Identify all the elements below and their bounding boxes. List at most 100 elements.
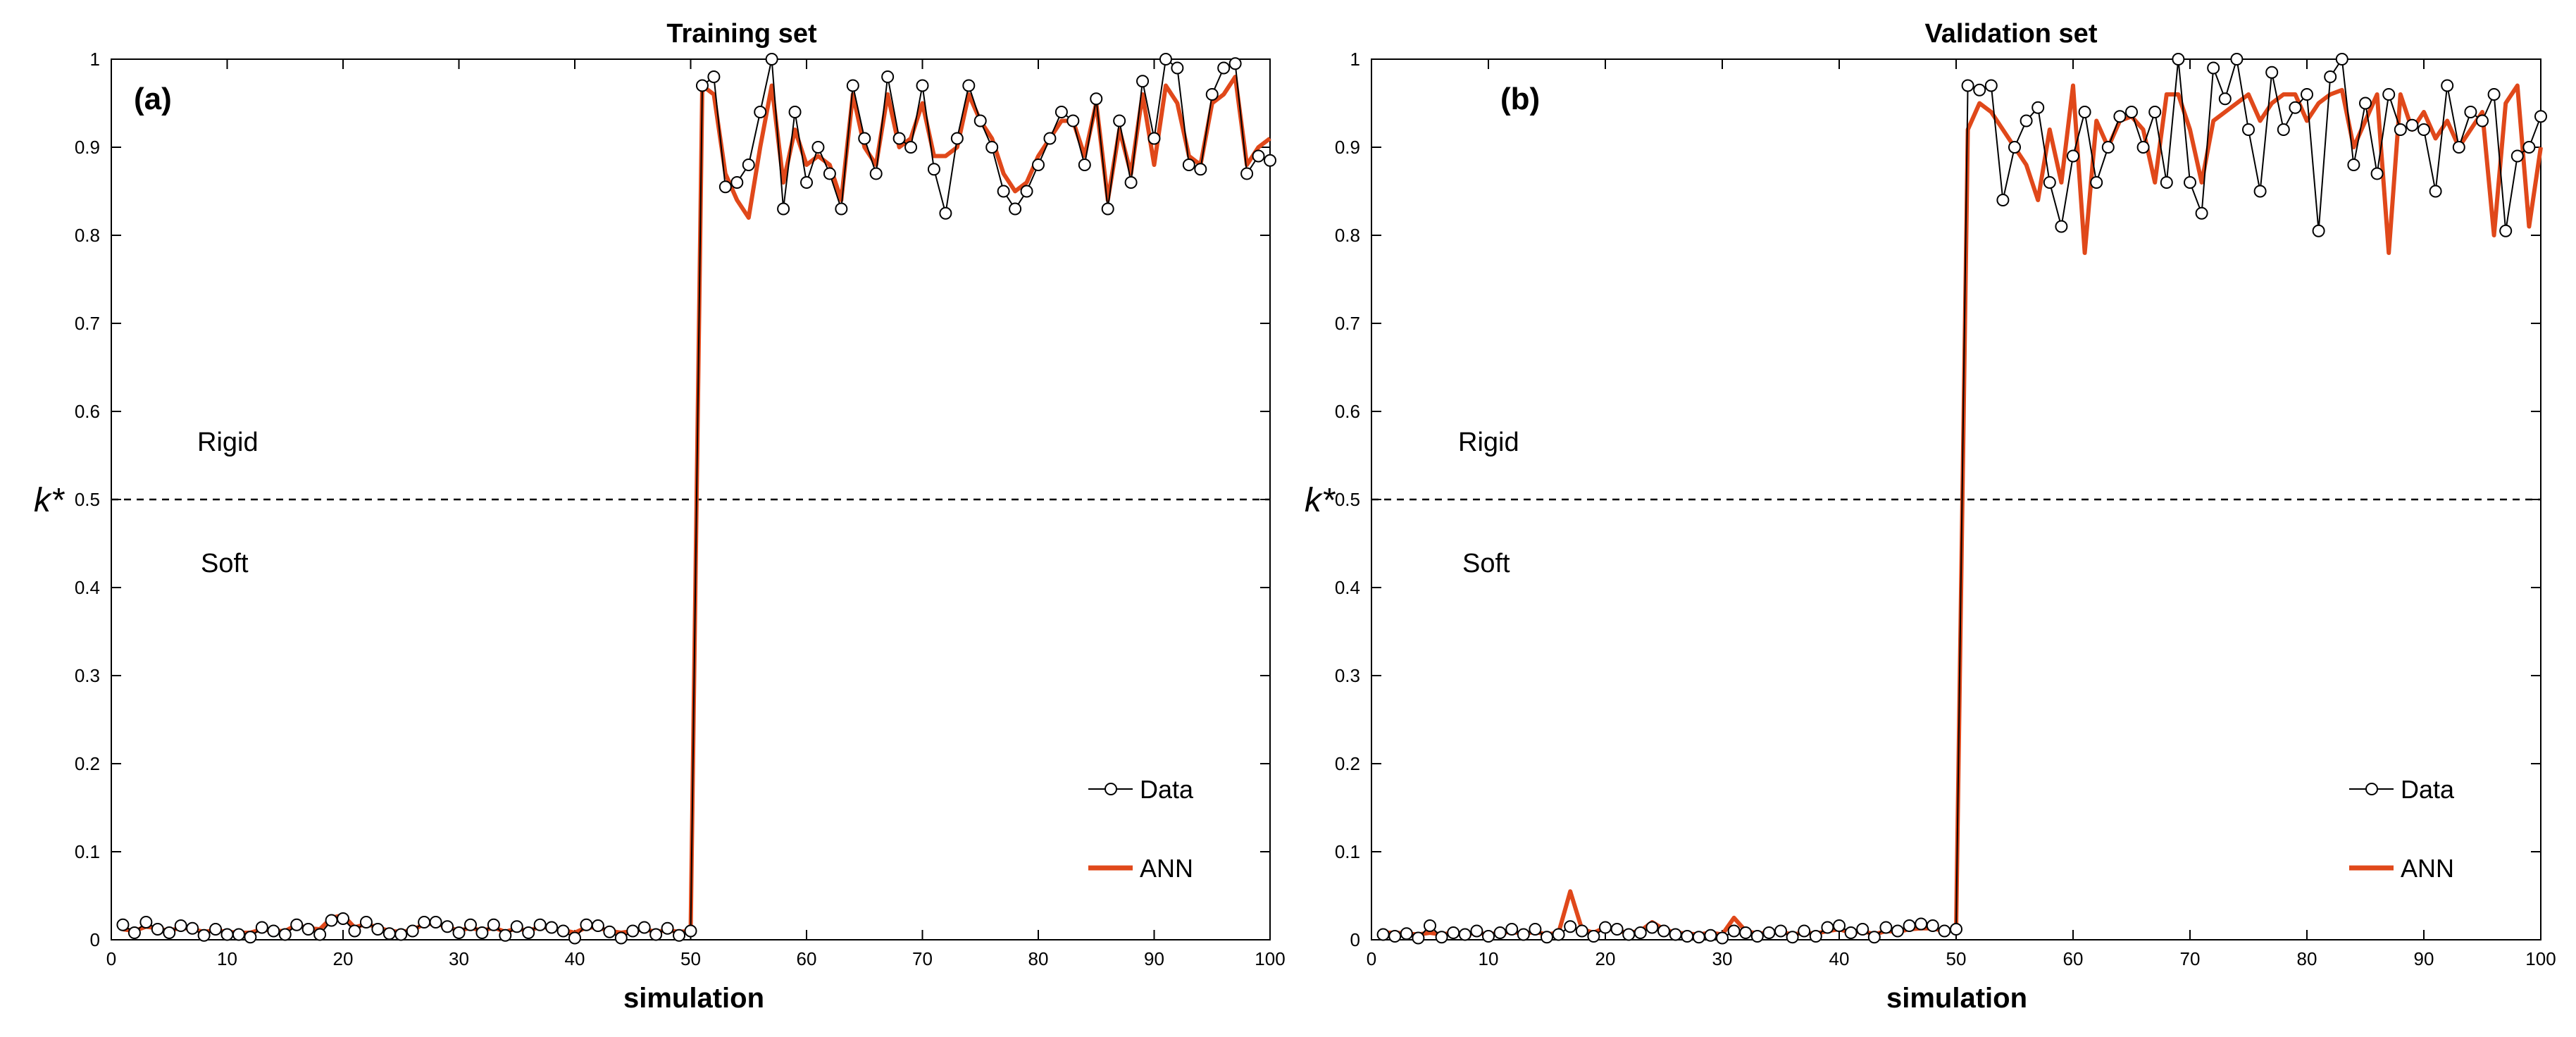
data-point <box>1043 132 1057 145</box>
data-point <box>382 927 396 940</box>
y-tick-label: 0.2 <box>1335 753 1360 774</box>
data-point <box>661 921 674 935</box>
data-point <box>2312 224 2325 237</box>
data-point <box>2464 106 2477 118</box>
data-point <box>522 926 535 939</box>
data-point <box>2136 141 2150 154</box>
x-tick-label: 100 <box>2525 948 2556 969</box>
data-point <box>881 70 895 83</box>
data-point <box>2125 106 2138 118</box>
region-label-soft: Soft <box>201 549 249 578</box>
x-tick-label: 90 <box>1144 948 1164 969</box>
data-point <box>1388 930 1402 943</box>
data-point <box>1657 924 1670 938</box>
data-point <box>371 923 385 936</box>
data-point <box>2160 176 2173 189</box>
data-point <box>1470 924 1483 938</box>
data-point <box>1182 159 1195 171</box>
y-axis: 0 0.1 0.2 0.3 0.4 0.5 0.6 0.7 0.8 0.9 1 <box>75 49 1270 950</box>
data-point <box>754 106 767 118</box>
data-point <box>510 920 523 933</box>
x-tick-label: 70 <box>2180 948 2201 969</box>
x-tick-label: 0 <box>1367 948 1376 969</box>
data-point <box>2359 97 2372 110</box>
data-point <box>1833 919 1846 932</box>
data-point <box>637 921 651 934</box>
data-point <box>950 132 964 145</box>
data-point <box>1774 924 1787 938</box>
data-point <box>2078 106 2091 118</box>
chart-title: Training set <box>666 19 817 49</box>
data-point <box>313 928 327 941</box>
data-point <box>695 79 709 92</box>
x-tick-label: 10 <box>1479 948 1499 969</box>
data-point <box>267 924 280 938</box>
data-point <box>707 70 721 83</box>
data-point <box>1458 928 1471 941</box>
data-point <box>823 167 836 180</box>
legend-label-data: Data <box>2401 775 2455 804</box>
data-point <box>1020 185 1033 198</box>
legend: Data ANN <box>1088 775 1194 883</box>
data-point <box>1587 930 1600 943</box>
data-point <box>2347 159 2360 171</box>
data-point <box>2370 167 2384 180</box>
data-point <box>1194 163 1207 176</box>
data-point <box>626 924 640 938</box>
data-point <box>116 918 130 931</box>
x-tick-label: 70 <box>912 948 933 969</box>
data-point <box>568 931 581 945</box>
region-label-rigid: Rigid <box>1458 428 1519 457</box>
x-tick-label: 20 <box>1595 948 1616 969</box>
data-point <box>2441 79 2454 92</box>
data-point <box>1716 931 1729 945</box>
data-point <box>1704 929 1717 942</box>
data-point <box>730 176 744 189</box>
data-point <box>673 929 686 942</box>
data-point <box>2242 123 2255 136</box>
data-point <box>127 926 141 939</box>
data-point <box>452 926 466 939</box>
data-point <box>811 141 825 154</box>
data-point <box>649 928 663 941</box>
data-point <box>209 923 223 936</box>
data-point <box>475 926 489 939</box>
y-axis-label: k* <box>1305 482 1336 519</box>
data-point <box>1217 61 1231 75</box>
y-tick-label: 0.9 <box>1335 137 1360 158</box>
data-point <box>2476 114 2489 128</box>
y-tick-label: 1 <box>90 49 100 70</box>
data-point <box>2418 123 2430 136</box>
data-point <box>1622 928 1636 941</box>
data-point <box>1750 930 1764 943</box>
data-point <box>418 916 431 929</box>
data-point <box>2522 141 2536 154</box>
data-point <box>186 921 199 935</box>
x-tick-label: 50 <box>1946 948 1967 969</box>
data-point <box>1996 194 2010 206</box>
data-point <box>2429 185 2442 198</box>
legend-label-ann: ANN <box>2401 854 2454 883</box>
data-point <box>2067 149 2079 163</box>
data-point <box>1529 923 1542 936</box>
x-tick-label: 30 <box>449 948 469 969</box>
panel-label: (a) <box>134 82 172 116</box>
y-tick-label: 0.4 <box>1335 577 1360 598</box>
y-tick-label: 1 <box>1350 49 1360 70</box>
x-tick-label: 60 <box>2063 948 2084 969</box>
data-point <box>1739 926 1753 939</box>
data-point <box>2195 206 2208 220</box>
data-point <box>487 918 500 931</box>
x-tick-label: 60 <box>797 948 817 969</box>
x-tick-label: 30 <box>1712 948 1733 969</box>
data-point <box>1412 931 1425 945</box>
data-point <box>1961 79 1974 92</box>
data-point <box>777 202 790 216</box>
y-tick-label: 0 <box>1350 929 1360 950</box>
data-point <box>1264 154 1276 167</box>
data-point <box>939 206 952 220</box>
data-point <box>997 185 1010 198</box>
y-axis-label: k* <box>34 482 65 519</box>
data-point <box>255 921 268 934</box>
data-point <box>1926 919 1939 932</box>
